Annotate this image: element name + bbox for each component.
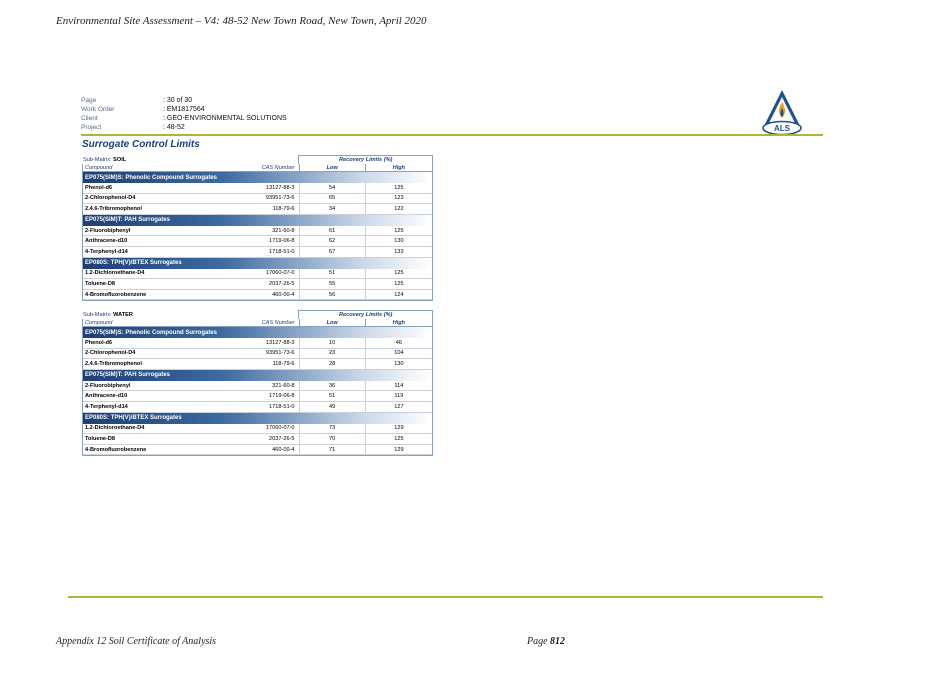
table-row: 2-Chlorophenol-D4 93951-73-6 23 104 [83, 348, 432, 360]
table-row: Anthracene-d10 1719-06-8 51 119 [83, 391, 432, 402]
page-number: Page 812 [527, 636, 566, 647]
meta-value: : 30 of 30 [163, 97, 193, 104]
table-row: Phenol-d6 13127-88-3 10 46 [83, 338, 432, 349]
table-row: 4-Bromofluorobenzene 460-00-4 71 129 [83, 444, 432, 456]
meta-key: Page [81, 97, 97, 104]
meta-key: Work Order [81, 106, 115, 113]
table-body: Compound CAS Number Low High EP075(SIM)S… [82, 164, 433, 302]
column-header-row: Compound CAS Number Low High [83, 164, 432, 172]
document-footer: Appendix 12 Soil Certificate of Analysis [56, 636, 217, 647]
group-header: EP080S: TPH(V)/BTEX Surrogates [83, 257, 432, 269]
meta-row-work-order: Work Order : EM1817564 [81, 105, 287, 114]
column-low: Low [298, 164, 365, 171]
column-low: Low [298, 319, 365, 326]
table-row: 2-Fluorobiphenyl 321-60-8 61 125 [83, 225, 432, 237]
column-cas: CAS Number [261, 319, 295, 326]
soil-table: Sub-Matrix: SOIL Recovery Limits (%) Com… [82, 155, 433, 302]
logo-text: ALS [774, 124, 791, 133]
submatrix-label: Sub-Matrix: WATER [83, 311, 133, 318]
als-logo-icon: ALS [762, 90, 802, 136]
table-row: Toluene-D8 2037-26-5 55 125 [83, 279, 432, 290]
recovery-limits-header: Recovery Limits (%) [298, 155, 433, 164]
meta-row-client: Client : GEO-ENVIRONMENTAL SOLUTIONS [81, 114, 287, 123]
column-high: High [364, 319, 432, 326]
table-row: 2.4.6-Tribromophenol 118-79-6 34 122 [83, 204, 432, 215]
report-meta: Page : 30 of 30 Work Order : EM1817564 Cli… [81, 96, 287, 132]
water-table: Sub-Matrix: WATER Recovery Limits (%) Co… [82, 310, 433, 457]
group-header: EP075(SIM)S: Phenolic Compound Surrogate… [83, 327, 432, 338]
table-row: 1.2-Dichloroethane-D4 17060-07-0 51 125 [83, 268, 432, 280]
submatrix-label: Sub-Matrix: SOIL [83, 156, 127, 163]
column-compound: Compound [85, 164, 113, 171]
flame-core [780, 108, 784, 117]
group-header: EP075(SIM)S: Phenolic Compound Surrogate… [83, 172, 432, 183]
meta-row-page: Page : 30 of 30 [81, 96, 287, 105]
table-row: 4-Bromofluorobenzene 460-00-4 56 124 [83, 289, 432, 301]
column-cas: CAS Number [261, 164, 295, 171]
submatrix-row: Sub-Matrix: WATER Recovery Limits (%) [82, 310, 433, 319]
report-title: Surrogate Control Limits [82, 139, 200, 150]
table-row: 2.4.6-Tribromophenol 118-79-6 28 130 [83, 359, 432, 370]
table-row: 4-Terphenyl-d14 1718-51-0 49 127 [83, 401, 432, 413]
column-compound: Compound [85, 319, 113, 326]
table-row: 1.2-Dichloroethane-D4 17060-07-0 73 129 [83, 423, 432, 435]
meta-value: : 48-52 [163, 124, 185, 131]
recovery-limits-header: Recovery Limits (%) [298, 310, 433, 319]
meta-value: : GEO-ENVIRONMENTAL SOLUTIONS [163, 115, 287, 122]
submatrix-row: Sub-Matrix: SOIL Recovery Limits (%) [82, 155, 433, 164]
table-body: Compound CAS Number Low High EP075(SIM)S… [82, 319, 433, 457]
table-row: 2-Chlorophenol-D4 93951-73-6 65 123 [83, 193, 432, 205]
document-header: Environmental Site Assessment – V4: 48-5… [56, 15, 427, 27]
meta-row-project: Project : 48-52 [81, 123, 287, 132]
group-header: EP080S: TPH(V)/BTEX Surrogates [83, 412, 432, 424]
table-row: Toluene-D8 2037-26-5 70 125 [83, 434, 432, 445]
table-row: Anthracene-d10 1719-06-8 62 130 [83, 236, 432, 247]
column-header-row: Compound CAS Number Low High [83, 319, 432, 327]
header-rule [81, 134, 823, 136]
group-header: EP075(SIM)T: PAH Surrogates [83, 214, 432, 226]
table-row: 4-Terphenyl-d14 1718-51-0 67 133 [83, 246, 432, 258]
meta-value: : EM1817564 [163, 106, 205, 113]
meta-key: Client [81, 115, 98, 122]
meta-key: Project [81, 124, 102, 131]
table-row: Phenol-d6 13127-88-3 54 125 [83, 183, 432, 194]
column-high: High [364, 164, 432, 171]
group-header: EP075(SIM)T: PAH Surrogates [83, 369, 432, 381]
table-row: 2-Fluorobiphenyl 321-60-8 36 114 [83, 380, 432, 392]
footer-rule [68, 596, 823, 598]
